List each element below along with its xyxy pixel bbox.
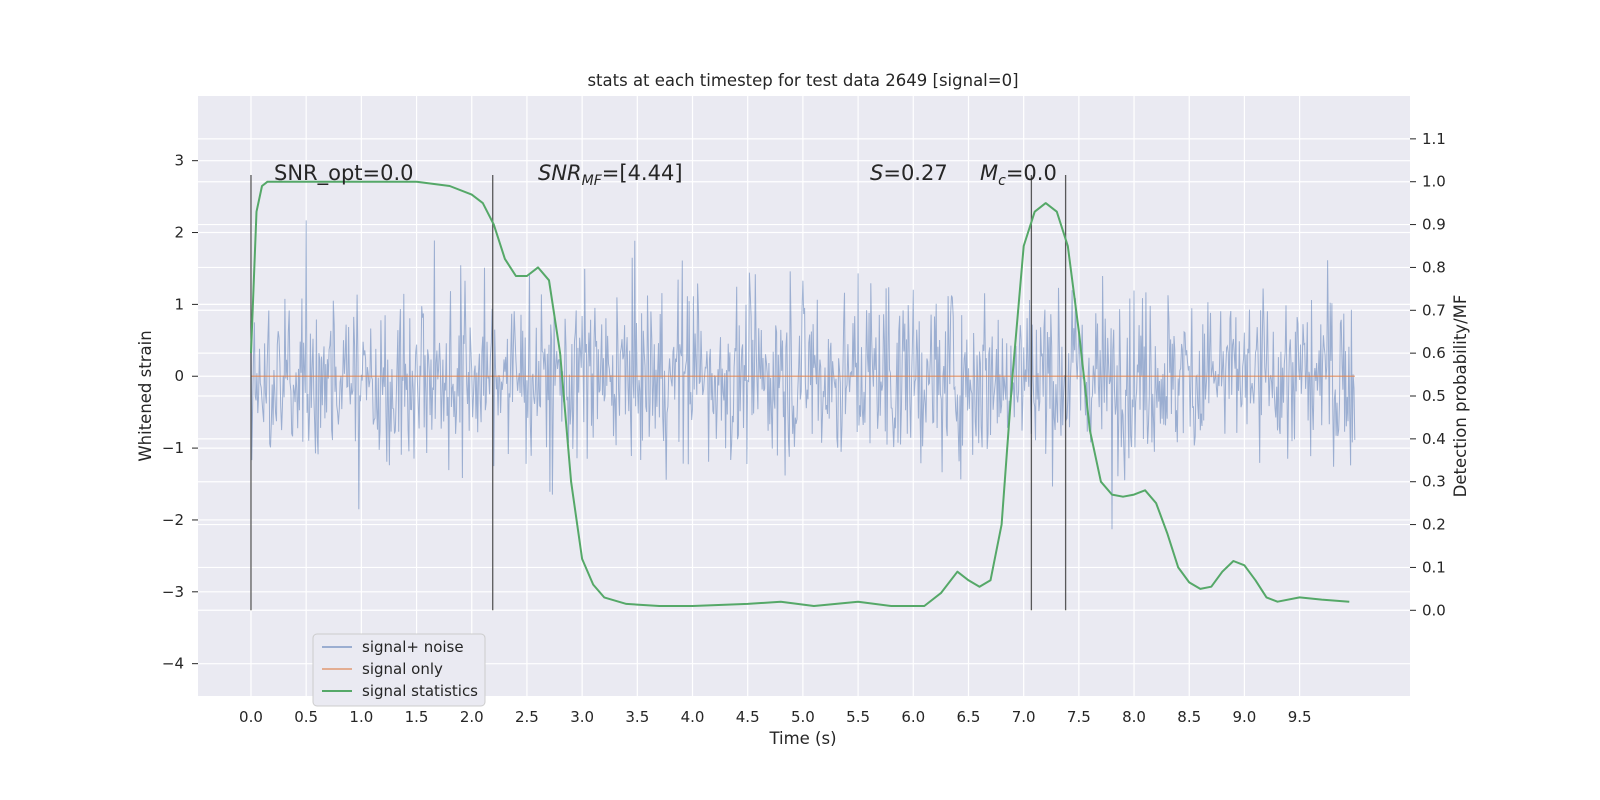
y-tick-label: 0 xyxy=(174,367,184,385)
x-tick-label: 9.0 xyxy=(1232,708,1256,726)
y-right-tick-label: 0.3 xyxy=(1422,473,1446,491)
y-right-tick-label: 0.4 xyxy=(1422,430,1446,448)
x-tick-label: 6.0 xyxy=(901,708,925,726)
annotation-snr-mf-subscript: MF xyxy=(582,173,603,189)
x-tick-label: 1.5 xyxy=(405,708,429,726)
x-tick-label: 5.5 xyxy=(846,708,870,726)
signal-statistics-series xyxy=(250,180,1350,607)
x-tick-label: 1.0 xyxy=(349,708,373,726)
annotation-mc-subscript: c xyxy=(998,173,1006,189)
y-right-tick-label: 0.8 xyxy=(1422,258,1446,276)
x-tick-label: 4.5 xyxy=(736,708,760,726)
legend-label-signal-noise: signal+ noise xyxy=(362,638,464,656)
x-tick-label: 6.5 xyxy=(957,708,981,726)
y-right-tick-label: 0.2 xyxy=(1422,516,1446,534)
y-axis-label: Whitened strain xyxy=(136,330,155,461)
annotation-mc: Mc=0.0 xyxy=(980,161,1057,189)
y-right-tick-label: 1.0 xyxy=(1422,173,1446,191)
y-tick-labels: 3 2 1 0 −1 −2 −3 −4 xyxy=(162,152,198,673)
annotations: SNR_opt=0.0 SNRMF=[4.44] S=0.27 Mc=0.0 xyxy=(274,161,1057,189)
y-tick-label: −3 xyxy=(162,583,184,601)
x-tick-label: 5.0 xyxy=(791,708,815,726)
y-right-tick-label: 0.5 xyxy=(1422,387,1446,405)
annotation-snr-mf: SNRMF=[4.44] xyxy=(538,161,683,189)
y-tick-label: −4 xyxy=(162,655,184,673)
y-right-axis-label: Detection probability/MF xyxy=(1451,295,1470,498)
x-tick-label: 7.0 xyxy=(1012,708,1036,726)
y-right-tick-label: 0.7 xyxy=(1422,301,1446,319)
annotation-snr-mf-value: =[4.44] xyxy=(602,161,683,185)
annotation-s-value: =0.27 xyxy=(883,161,947,185)
y-right-tick-label: 0.0 xyxy=(1422,601,1446,619)
annotation-mc-label: M xyxy=(980,161,998,185)
x-tick-label: 0.5 xyxy=(294,708,318,726)
y-right-tick-label: 1.1 xyxy=(1422,130,1446,148)
chart-title: stats at each timestep for test data 264… xyxy=(587,71,1018,90)
y-tick-label: 3 xyxy=(174,152,184,170)
annotation-snr-mf-label: SNR xyxy=(538,161,582,185)
x-tick-label: 9.5 xyxy=(1288,708,1312,726)
legend: signal+ noise signal only signal statist… xyxy=(312,633,486,707)
x-tick-labels: 0.0 0.5 1.0 1.5 2.0 2.5 3.0 3.5 4.0 4.5 5.0 5.5 6.0 6… xyxy=(239,708,1311,726)
x-tick-label: 8.0 xyxy=(1122,708,1146,726)
signal-noise-line xyxy=(250,220,1356,530)
signal-noise-series xyxy=(250,220,1356,530)
y-tick-label: 1 xyxy=(174,295,184,313)
annotation-s-label: S xyxy=(870,161,883,185)
y-right-tick-label: 0.1 xyxy=(1422,558,1446,576)
legend-box xyxy=(312,633,486,707)
y-right-tick-label: 0.6 xyxy=(1422,344,1446,362)
x-tick-label: 4.0 xyxy=(681,708,705,726)
x-tick-label: 0.0 xyxy=(239,708,263,726)
x-tick-label: 8.5 xyxy=(1177,708,1201,726)
y-tick-label: −1 xyxy=(162,439,184,457)
plot-area xyxy=(198,96,1410,696)
legend-label-signal-statistics: signal statistics xyxy=(362,682,478,700)
x-tick-label: 3.0 xyxy=(570,708,594,726)
y-right-tick-labels: 1.1 1.0 0.9 0.8 0.7 0.6 0.5 0.4 0.3 0.2 0.1 0.0 xyxy=(1410,130,1446,619)
annotation-s: S=0.27 xyxy=(870,161,948,185)
x-tick-label: 7.5 xyxy=(1067,708,1091,726)
signal-statistics-line xyxy=(250,180,1350,607)
vertical-markers xyxy=(250,175,1067,611)
y-tick-label: −2 xyxy=(162,511,184,529)
legend-label-signal-only: signal only xyxy=(362,660,443,678)
annotation-snr-opt: SNR_opt=0.0 xyxy=(274,161,414,186)
annotation-mc-value: =0.0 xyxy=(1006,161,1057,185)
y-right-tick-label: 0.9 xyxy=(1422,216,1446,234)
x-axis-label: Time (s) xyxy=(768,729,836,748)
y-tick-label: 2 xyxy=(174,224,184,242)
x-tick-label: 2.5 xyxy=(515,708,539,726)
x-tick-label: 2.0 xyxy=(460,708,484,726)
x-tick-label: 3.5 xyxy=(625,708,649,726)
